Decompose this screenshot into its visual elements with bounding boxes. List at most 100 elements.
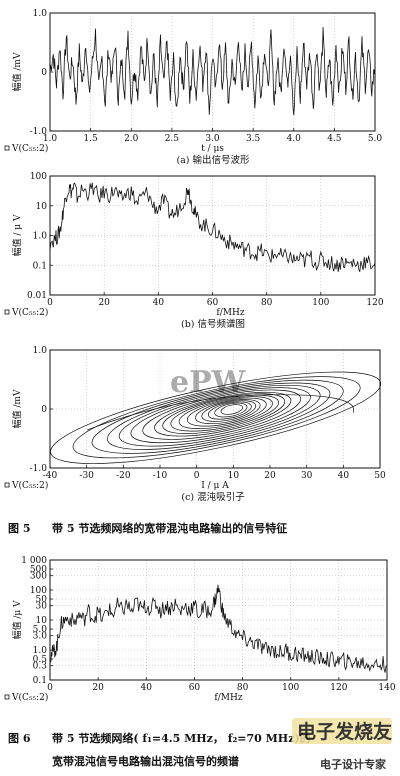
legend-marker <box>4 482 10 488</box>
series-line <box>49 584 388 673</box>
figure6-caption: 图 6 带 5 节选频网络( f₁=4.5 MHz， f₂=70 MHz)的宽带混… <box>8 731 311 768</box>
x-tick-label: 40 <box>141 683 153 693</box>
chart-c: -40 -30 -20 -10 0 10 20 30 40 50 -1.0 0 1.0 I / μ A 幅值… <box>4 346 386 503</box>
x-axis-label: t / μs <box>201 144 224 154</box>
y-tick-label: 1.0 <box>33 9 48 19</box>
attractor-orbit <box>107 382 331 450</box>
y-tick-label: 5.0 <box>33 625 48 635</box>
x-tick-label: 1.0 <box>43 134 58 144</box>
x-tick-label: 5.0 <box>368 134 383 144</box>
x-tick-label: 80 <box>237 683 249 693</box>
watermark-logo: ePW <box>170 365 247 400</box>
x-tick-label: -20 <box>116 471 131 481</box>
x-tick-label: 20 <box>98 298 110 308</box>
x-tick-label: 2.0 <box>124 134 139 144</box>
subtitle: (a) 输出信号波形 <box>176 154 250 166</box>
caption-prefix: 图 5 <box>8 522 30 535</box>
x-tick-label: 0 <box>47 298 53 308</box>
attractor-orbit <box>186 397 267 427</box>
x-tick-label: 3.0 <box>205 134 220 144</box>
caption-text: 带 5 节选频网络的宽带混沌电路输出的信号特征 <box>52 521 287 535</box>
x-tick-label: 20 <box>92 683 104 693</box>
series-line <box>49 182 376 272</box>
attractor-series <box>50 371 382 464</box>
attractor-orbit <box>201 400 257 422</box>
attractor-orbit <box>142 389 302 440</box>
x-tick-label: 140 <box>378 683 395 693</box>
y-tick-label: 0.1 <box>33 676 47 686</box>
y-tick-label: 0 <box>41 68 47 78</box>
y-tick-label: -1.0 <box>30 127 48 137</box>
y-tick-label: -1.0 <box>30 464 48 474</box>
y-tick-label: 1.0 <box>33 646 48 656</box>
x-tick-label: 4.0 <box>287 134 302 144</box>
y-tick-label: 0.5 <box>33 655 48 665</box>
series-line <box>49 26 376 116</box>
x-tick-label: 40 <box>338 471 350 481</box>
x-tick-label: -30 <box>79 471 94 481</box>
chart-a: 1.0 1.5 2.0 2.5 3.0 3.5 4.0 4.5 5.0 -1.0 0 1.0 t / μ… <box>4 9 383 166</box>
attractor-orbit <box>195 399 261 425</box>
y-tick-label: 0.01 <box>27 291 47 301</box>
y-tick-label: 100 <box>30 172 47 182</box>
y-tick-label: 1.0 <box>33 232 48 242</box>
y-tick-label: 10 <box>36 202 48 212</box>
chart-b: 0 20 40 60 80 100 120 0.01 0.1 1.0 10 100 f/MHz 幅值 / … <box>4 172 384 330</box>
subtitle: (c) 混沌吸引子 <box>181 491 245 503</box>
legend-label: V(C₅₅:2) <box>11 143 48 154</box>
attractor-orbit <box>50 371 382 464</box>
attractor-orbit <box>130 387 311 444</box>
figure5-caption: 图 5 带 5 节选频网络的宽带混沌电路输出的信号特征 <box>8 521 287 535</box>
x-tick-label: 4.5 <box>327 134 342 144</box>
x-tick-label: 100 <box>312 298 329 308</box>
x-tick-label: -40 <box>43 471 58 481</box>
attractor-orbit <box>220 404 243 415</box>
subtitle: (b) 信号频谱图 <box>181 318 245 330</box>
x-tick-label: 30 <box>301 471 313 481</box>
x-axis-label: f/MHz <box>216 308 244 318</box>
y-tick-label: 1 000 <box>21 556 47 566</box>
legend-label: V(C₅₅:2) <box>11 692 48 703</box>
legend-label: V(C₅₅:2) <box>11 480 48 491</box>
x-tick-label: 0 <box>47 683 53 693</box>
legend-marker <box>4 309 10 315</box>
x-tick-label: 2.5 <box>165 134 180 144</box>
y-tick-label: 1.0 <box>33 346 48 356</box>
attractor-orbit <box>207 401 252 420</box>
caption-prefix: 图 6 <box>8 732 31 745</box>
x-tick-label: 120 <box>330 683 347 693</box>
chart-fig6: 0 20 40 60 80 100 120 140 0.1 0.30.51.0 3.05.010 30… <box>4 556 396 703</box>
y-tick-label: 0.3 <box>33 662 48 672</box>
caption-line-2: 宽带混沌信号电路输出混沌信号的频谱 <box>51 754 239 768</box>
attractor-orbit <box>72 376 361 459</box>
attractor-orbit <box>214 402 248 418</box>
x-tick-label: 60 <box>189 683 201 693</box>
legend-label: V(C₅₅:2) <box>11 307 48 318</box>
watermark-subtext: 电子设计专家 <box>320 757 387 771</box>
x-axis-label: I / μ A <box>201 481 229 491</box>
watermark-epw: ePW <box>170 365 247 400</box>
x-tick-label: 10 <box>228 471 240 481</box>
x-tick-label: 120 <box>366 298 383 308</box>
y-tick-label: 500 <box>30 565 47 575</box>
y-axis-label: 幅值 / μ V <box>11 214 23 256</box>
x-axis-label: f/MHz <box>214 693 242 703</box>
x-tick-label: 40 <box>153 298 165 308</box>
x-tick-label: 3.5 <box>246 134 261 144</box>
y-tick-label: 30 <box>36 602 48 612</box>
x-tick-label: 60 <box>207 298 219 308</box>
y-tick-label: 50 <box>36 595 48 605</box>
attractor-orbit <box>178 396 273 429</box>
attractor-orbit <box>170 394 279 432</box>
watermark-badge <box>292 718 392 744</box>
x-tick-label: 50 <box>374 471 386 481</box>
watermark-text: 电子发烧友 <box>297 720 392 743</box>
y-tick-label: 3.0 <box>33 632 48 642</box>
y-tick-label: 100 <box>30 586 47 596</box>
legend-marker <box>4 694 10 700</box>
caption-line-1: 带 5 节选频网络( f₁=4.5 MHz， f₂=70 MHz)的 <box>52 731 311 745</box>
attractor-orbit <box>118 384 321 447</box>
legend-marker <box>4 145 10 151</box>
